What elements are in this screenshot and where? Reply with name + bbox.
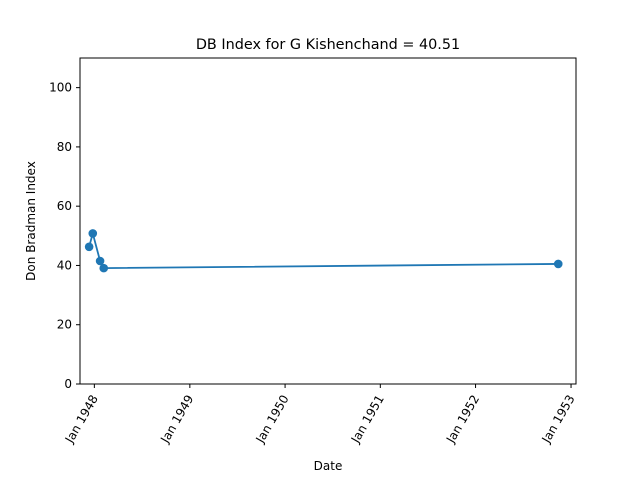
data-point-2 [88, 229, 98, 238]
axes-frame [79, 57, 577, 385]
y-tick-label: 100 [49, 81, 72, 95]
data-point-4 [99, 263, 109, 273]
chart-title: DB Index for G Kishenchand = 40.51 [196, 37, 460, 53]
data-point-1 [84, 242, 94, 252]
y-tick-label: 60 [57, 199, 72, 213]
y-tick-label: 20 [57, 318, 72, 332]
data-point-3 [95, 256, 105, 266]
y-tick-label: 40 [57, 258, 72, 272]
y-axis-label: Don Bradman Index [24, 161, 38, 281]
y-tick-label: 0 [64, 377, 72, 391]
plot-area [84, 229, 563, 273]
y-tick-label: 80 [57, 140, 72, 154]
x-axis-label: Date [314, 459, 343, 473]
data-point-5 [553, 259, 563, 269]
